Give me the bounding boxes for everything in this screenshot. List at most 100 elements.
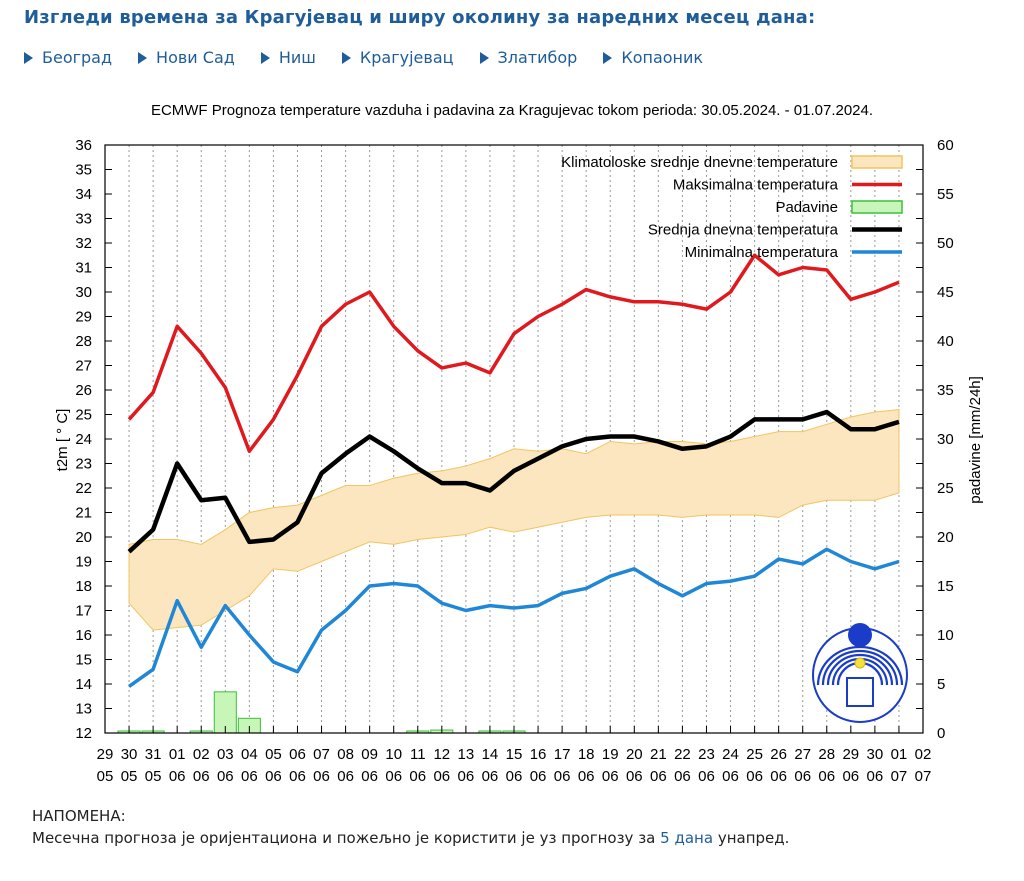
y-tick-label: 16	[75, 627, 92, 644]
climatology-band	[128, 409, 900, 631]
legend-label: Padavine	[775, 199, 838, 216]
x-tick-label-day: 05	[265, 746, 282, 763]
y-tick-label: 26	[75, 382, 92, 399]
y-tick-label: 18	[75, 578, 92, 595]
city-link-label[interactable]: Крагујевац	[359, 48, 454, 67]
city-link-nis[interactable]: Ниш	[260, 48, 316, 67]
legend-swatch-precip	[851, 200, 903, 214]
x-tick-label-month: 07	[891, 768, 908, 785]
y2-tick-label: 45	[937, 284, 954, 301]
x-tick-label-day: 28	[818, 746, 835, 763]
y-tick-label: 20	[75, 529, 92, 546]
x-tick-label-month: 05	[97, 768, 114, 785]
x-tick-label-month: 06	[433, 768, 450, 785]
y-tick-label: 19	[75, 554, 92, 571]
y-tick-label: 27	[75, 358, 92, 375]
chevron-right-icon	[341, 51, 351, 64]
logo-ring-icon	[826, 653, 894, 686]
x-tick-label-day: 18	[578, 746, 595, 763]
x-tick-label-day: 02	[915, 746, 932, 763]
y-tick-label: 31	[75, 260, 92, 277]
x-tick-label-day: 21	[650, 746, 667, 763]
x-tick-label-month: 06	[289, 768, 306, 785]
x-tick-label-day: 19	[602, 746, 619, 763]
y-tick-label: 24	[75, 431, 92, 448]
x-tick-label-day: 23	[698, 746, 715, 763]
city-link-label[interactable]: Златибор	[497, 48, 578, 67]
legend-label: Srednja dnevna temperatura	[648, 222, 839, 239]
x-tick-label-month: 06	[602, 768, 619, 785]
city-link-novi-sad[interactable]: Нови Сад	[138, 48, 235, 67]
note-text-after: унапред.	[717, 829, 790, 847]
x-tick-label-month: 06	[169, 768, 186, 785]
y-tick-label: 25	[75, 407, 92, 424]
y2-tick-label: 20	[937, 529, 954, 546]
note-text-before: Месечна прогноза је оријентациона и поже…	[32, 829, 656, 847]
x-tick-label-month: 05	[145, 768, 162, 785]
x-tick-label-day: 31	[145, 746, 162, 763]
note-section: НАПОМЕНА: Месечна прогноза је оријентаци…	[32, 807, 789, 847]
five-day-forecast-link[interactable]: 5 дана	[660, 829, 714, 847]
x-tick-label-day: 16	[530, 746, 547, 763]
city-link-label[interactable]: Ниш	[278, 48, 316, 67]
city-link-label[interactable]: Нови Сад	[156, 48, 235, 67]
x-tick-label-month: 06	[506, 768, 523, 785]
y2-tick-label: 10	[937, 627, 954, 644]
x-tick-label-month: 06	[385, 768, 402, 785]
logo-base-icon	[846, 677, 874, 707]
x-tick-label-day: 26	[770, 746, 787, 763]
x-tick-label-month: 06	[313, 768, 330, 785]
x-tick-label-day: 01	[891, 746, 908, 763]
x-tick-label-day: 14	[482, 746, 499, 763]
y2-tick-label: 25	[937, 480, 954, 497]
logo-drop-icon	[848, 623, 872, 647]
x-tick-label-month: 06	[674, 768, 691, 785]
y-tick-label: 36	[75, 137, 92, 154]
x-tick-label-day: 09	[361, 746, 378, 763]
y-tick-label: 29	[75, 309, 92, 326]
page-heading: Изгледи времена за Крагујевац и ширу око…	[24, 7, 816, 28]
x-tick-label-day: 20	[626, 746, 643, 763]
y2-tick-label: 50	[937, 235, 954, 252]
city-link-zlatibor[interactable]: Златибор	[479, 48, 578, 67]
x-tick-label-day: 22	[674, 746, 691, 763]
y2-tick-label: 55	[937, 186, 954, 203]
y-tick-label: 30	[75, 284, 92, 301]
x-tick-label-day: 03	[217, 746, 234, 763]
x-tick-label-month: 06	[337, 768, 354, 785]
x-tick-label-day: 29	[842, 746, 859, 763]
logo-ring-icon	[816, 645, 904, 686]
chevron-right-icon	[603, 51, 613, 64]
x-tick-label-month: 06	[867, 768, 884, 785]
x-tick-label-day: 24	[722, 746, 739, 763]
legend-label: Minimalna temperatura	[685, 244, 839, 261]
city-navigation: Београд Нови Сад Ниш Крагујевац Златибор…	[24, 48, 729, 67]
x-tick-label-day: 11	[410, 746, 426, 763]
city-link-kragujevac[interactable]: Крагујевац	[341, 48, 454, 67]
y-tick-label: 35	[75, 162, 92, 179]
y-tick-label: 28	[75, 333, 92, 350]
x-tick-label-month: 06	[361, 768, 378, 785]
x-tick-label-day: 25	[746, 746, 763, 763]
chart-title: ECMWF Prognoza temperature vazduha i pad…	[151, 102, 873, 119]
y-tick-label: 23	[75, 456, 92, 473]
x-tick-label-month: 07	[915, 768, 932, 785]
mean-temperature-line	[127, 409, 900, 554]
y-tick-label: 13	[75, 701, 92, 718]
x-tick-label-month: 06	[482, 768, 499, 785]
note-title: НАПОМЕНА:	[32, 807, 126, 825]
x-tick-label-day: 01	[169, 746, 186, 763]
y2-tick-label: 15	[937, 578, 954, 595]
x-tick-label-month: 06	[626, 768, 643, 785]
y-tick-label: 32	[75, 235, 92, 252]
x-tick-label-day: 27	[794, 746, 811, 763]
x-tick-label-month: 06	[554, 768, 571, 785]
legend-swatch-climatology	[851, 155, 903, 169]
chevron-right-icon	[260, 51, 270, 64]
city-link-kopaonik[interactable]: Копаоник	[603, 48, 703, 67]
city-link-label[interactable]: Београд	[42, 48, 113, 67]
city-link-label[interactable]: Копаоник	[621, 48, 704, 67]
x-tick-label-month: 06	[458, 768, 475, 785]
city-link-beograd[interactable]: Београд	[24, 48, 112, 67]
x-tick-label-day: 10	[385, 746, 402, 763]
